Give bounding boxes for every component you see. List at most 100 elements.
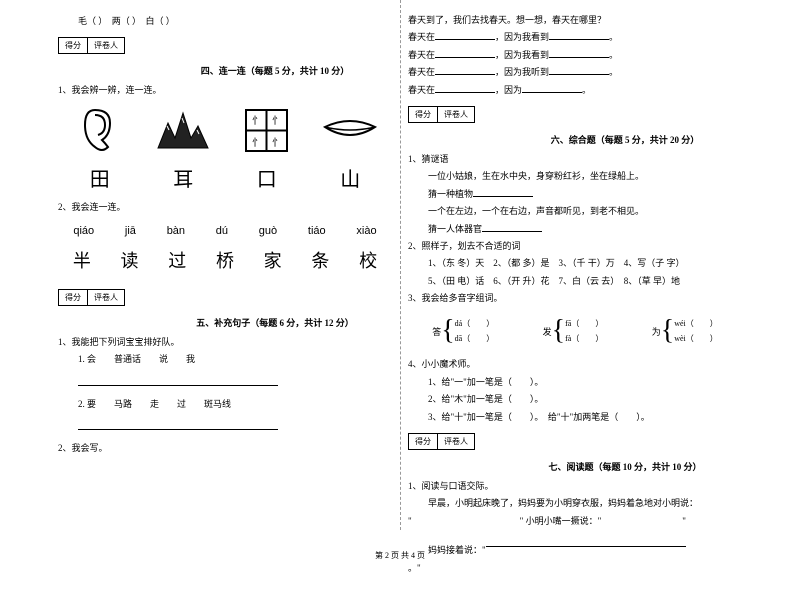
gap-end: ）: [166, 16, 175, 26]
q6-4-1: 1、给"一"加一笔是（ ）。: [408, 375, 742, 389]
section-4-title: 四、连一连（每题 5 分，共计 10 分）: [158, 64, 392, 77]
score-label-7: 得分: [409, 434, 438, 449]
da-p2: dā（ ）: [455, 333, 495, 344]
svg-text:忄: 忄: [272, 137, 282, 149]
c2-jia: 家: [264, 247, 282, 273]
c2-tiao: 条: [311, 247, 329, 273]
spring-4: 春天在 ，因为 。: [408, 83, 742, 97]
char-wei: 为: [652, 325, 661, 338]
field-icon: 忄忄忄忄: [237, 105, 297, 155]
c2-du: 读: [121, 247, 139, 273]
riddle-1-hint: 猜一种植物: [408, 187, 742, 201]
fap1t: fā（: [565, 319, 579, 328]
ul1b: [549, 30, 609, 40]
brace-wei: 为 { wéi（ ） wèi（ ）: [652, 316, 718, 346]
c2-guo: 过: [168, 247, 186, 273]
q6-2: 2、照样子，划去不合适的词: [408, 239, 742, 253]
q5-2: 2、我会写。: [58, 441, 392, 455]
r2h: 猜一人体器官: [428, 224, 482, 234]
brace-da: 答 { dá（ ） dā（ ）: [432, 316, 494, 346]
brace-fa: 发 { fā（ ） fà（ ）: [543, 316, 604, 346]
q5-1: 1、我能把下列词宝宝排好队。: [58, 335, 392, 349]
char-er: 耳: [173, 163, 193, 192]
wp2t: wèi（: [674, 334, 694, 343]
grader-label-7: 评卷人: [438, 434, 474, 449]
pinyin-row: qiáo jiā bàn dú guò tiáo xiào: [58, 225, 392, 237]
fa-p2: fà（ ）: [565, 333, 603, 344]
score-box-5: 得分 评卷人: [58, 289, 125, 306]
ul3: [435, 65, 495, 75]
q6-2-r1: 1、（东 冬）天 2、（都 多）是 3、（千 干）万 4、写（子 字）: [408, 256, 742, 270]
riddle-2-hint: 猜一人体器官: [408, 222, 742, 236]
sp3e: 。: [609, 67, 618, 77]
sp2e: 。: [609, 50, 618, 60]
left-column: 毛（ ） 两（ ） 白（ ） 得分 评卷人 四、连一连（每题 5 分，共计 10…: [50, 10, 400, 578]
score-label-6: 得分: [409, 107, 438, 122]
sp3a: 春天在: [408, 67, 435, 77]
brace-icon-2: {: [552, 317, 565, 345]
ul2: [435, 48, 495, 58]
char-kou: 口: [257, 163, 277, 192]
dap1t: dá（: [455, 319, 471, 328]
ul-t3: [486, 537, 686, 547]
py-qiao: qiáo: [73, 225, 94, 237]
svg-text:忄: 忄: [272, 115, 282, 127]
section-7-title: 七、阅读题（每题 10 分，共计 10 分）: [508, 460, 742, 473]
grader-label-6: 评卷人: [438, 107, 474, 122]
char-row-2: 半 读 过 桥 家 条 校: [58, 247, 392, 273]
c2-ban: 半: [73, 247, 91, 273]
fa-p1: fā（ ）: [565, 318, 603, 329]
q7-text4: 。": [408, 561, 742, 575]
score-label-5: 得分: [59, 290, 88, 305]
q6-2-r2: 5、（田 电）话 6、（开 升）花 7、白（云 去） 8、（草 早）地: [408, 274, 742, 288]
riddle-2: 一个在左边，一个在右边，声音都听见，到老不相见。: [408, 204, 742, 218]
sp1e: 。: [609, 32, 618, 42]
svg-text:忄: 忄: [252, 137, 262, 149]
wei-p2: wèi（ ）: [674, 333, 718, 344]
answer-line-2: [78, 420, 278, 430]
svg-text:忄: 忄: [252, 115, 262, 127]
ul-r1: [473, 187, 533, 197]
ul4: [435, 83, 495, 93]
q6-1: 1、猜谜语: [408, 152, 742, 166]
wei-p1: wéi（ ）: [674, 318, 718, 329]
sp4e: 。: [582, 85, 591, 95]
py-du: dú: [216, 225, 228, 237]
py-guo: guò: [259, 225, 277, 237]
grader-label: 评卷人: [88, 38, 124, 53]
riddle-1: 一位小姑娘，生在水中央，身穿粉红衫，坐在绿船上。: [408, 169, 742, 183]
spring-2: 春天在，因为我看到。: [408, 48, 742, 62]
section-5-title: 五、补充句子（每题 6 分，共计 12 分）: [158, 316, 392, 329]
py-ban: bàn: [167, 225, 185, 237]
ul3b: [549, 65, 609, 75]
polyphone-braces: 答 { dá（ ） dā（ ） 发 { fā（ ） fà（ ） 为 { wéi（…: [408, 308, 742, 354]
char-mao: 毛（: [78, 16, 96, 26]
sp1a: 春天在: [408, 32, 435, 42]
ul4b: [522, 83, 582, 93]
ul-r2: [482, 222, 542, 232]
ul1: [435, 30, 495, 40]
mountain-icon: [153, 105, 213, 155]
q6-4-2: 2、给"木"加一笔是（ ）。: [408, 392, 742, 406]
q6-3: 3、我会给多音字组词。: [408, 291, 742, 305]
char-shan: 山: [340, 163, 360, 192]
q5-1-1: 1. 会 普通话 说 我: [58, 352, 392, 366]
score-box-7: 得分 评卷人: [408, 433, 475, 450]
char-fa: 发: [543, 325, 552, 338]
grader-label-5: 评卷人: [88, 290, 124, 305]
score-box-4: 得分 评卷人: [58, 37, 125, 54]
q5-1-2: 2. 要 马路 走 过 斑马线: [58, 397, 392, 411]
sp4b: ，因为: [495, 85, 522, 95]
char-tian: 田: [90, 163, 110, 192]
q7-text1: 早晨，小明起床晚了，妈妈要为小明穿衣服，妈妈着急地对小明说：: [408, 496, 742, 510]
py-jia: jiā: [125, 225, 136, 237]
page-footer: 第 2 页 共 4 页: [0, 550, 800, 561]
py-xiao: xiào: [356, 225, 376, 237]
mouth-icon: [320, 105, 380, 155]
wp1t: wéi（: [674, 319, 694, 328]
spring-1: 春天在，因为我看到。: [408, 30, 742, 44]
spring-3: 春天在 ，因为我听到 。: [408, 65, 742, 79]
right-column: 春天到了，我们去找春天。想一想，春天在哪里？ 春天在，因为我看到。 春天在，因为…: [400, 10, 750, 578]
sp3b: ，因为我听到: [495, 67, 549, 77]
sp4a: 春天在: [408, 85, 435, 95]
